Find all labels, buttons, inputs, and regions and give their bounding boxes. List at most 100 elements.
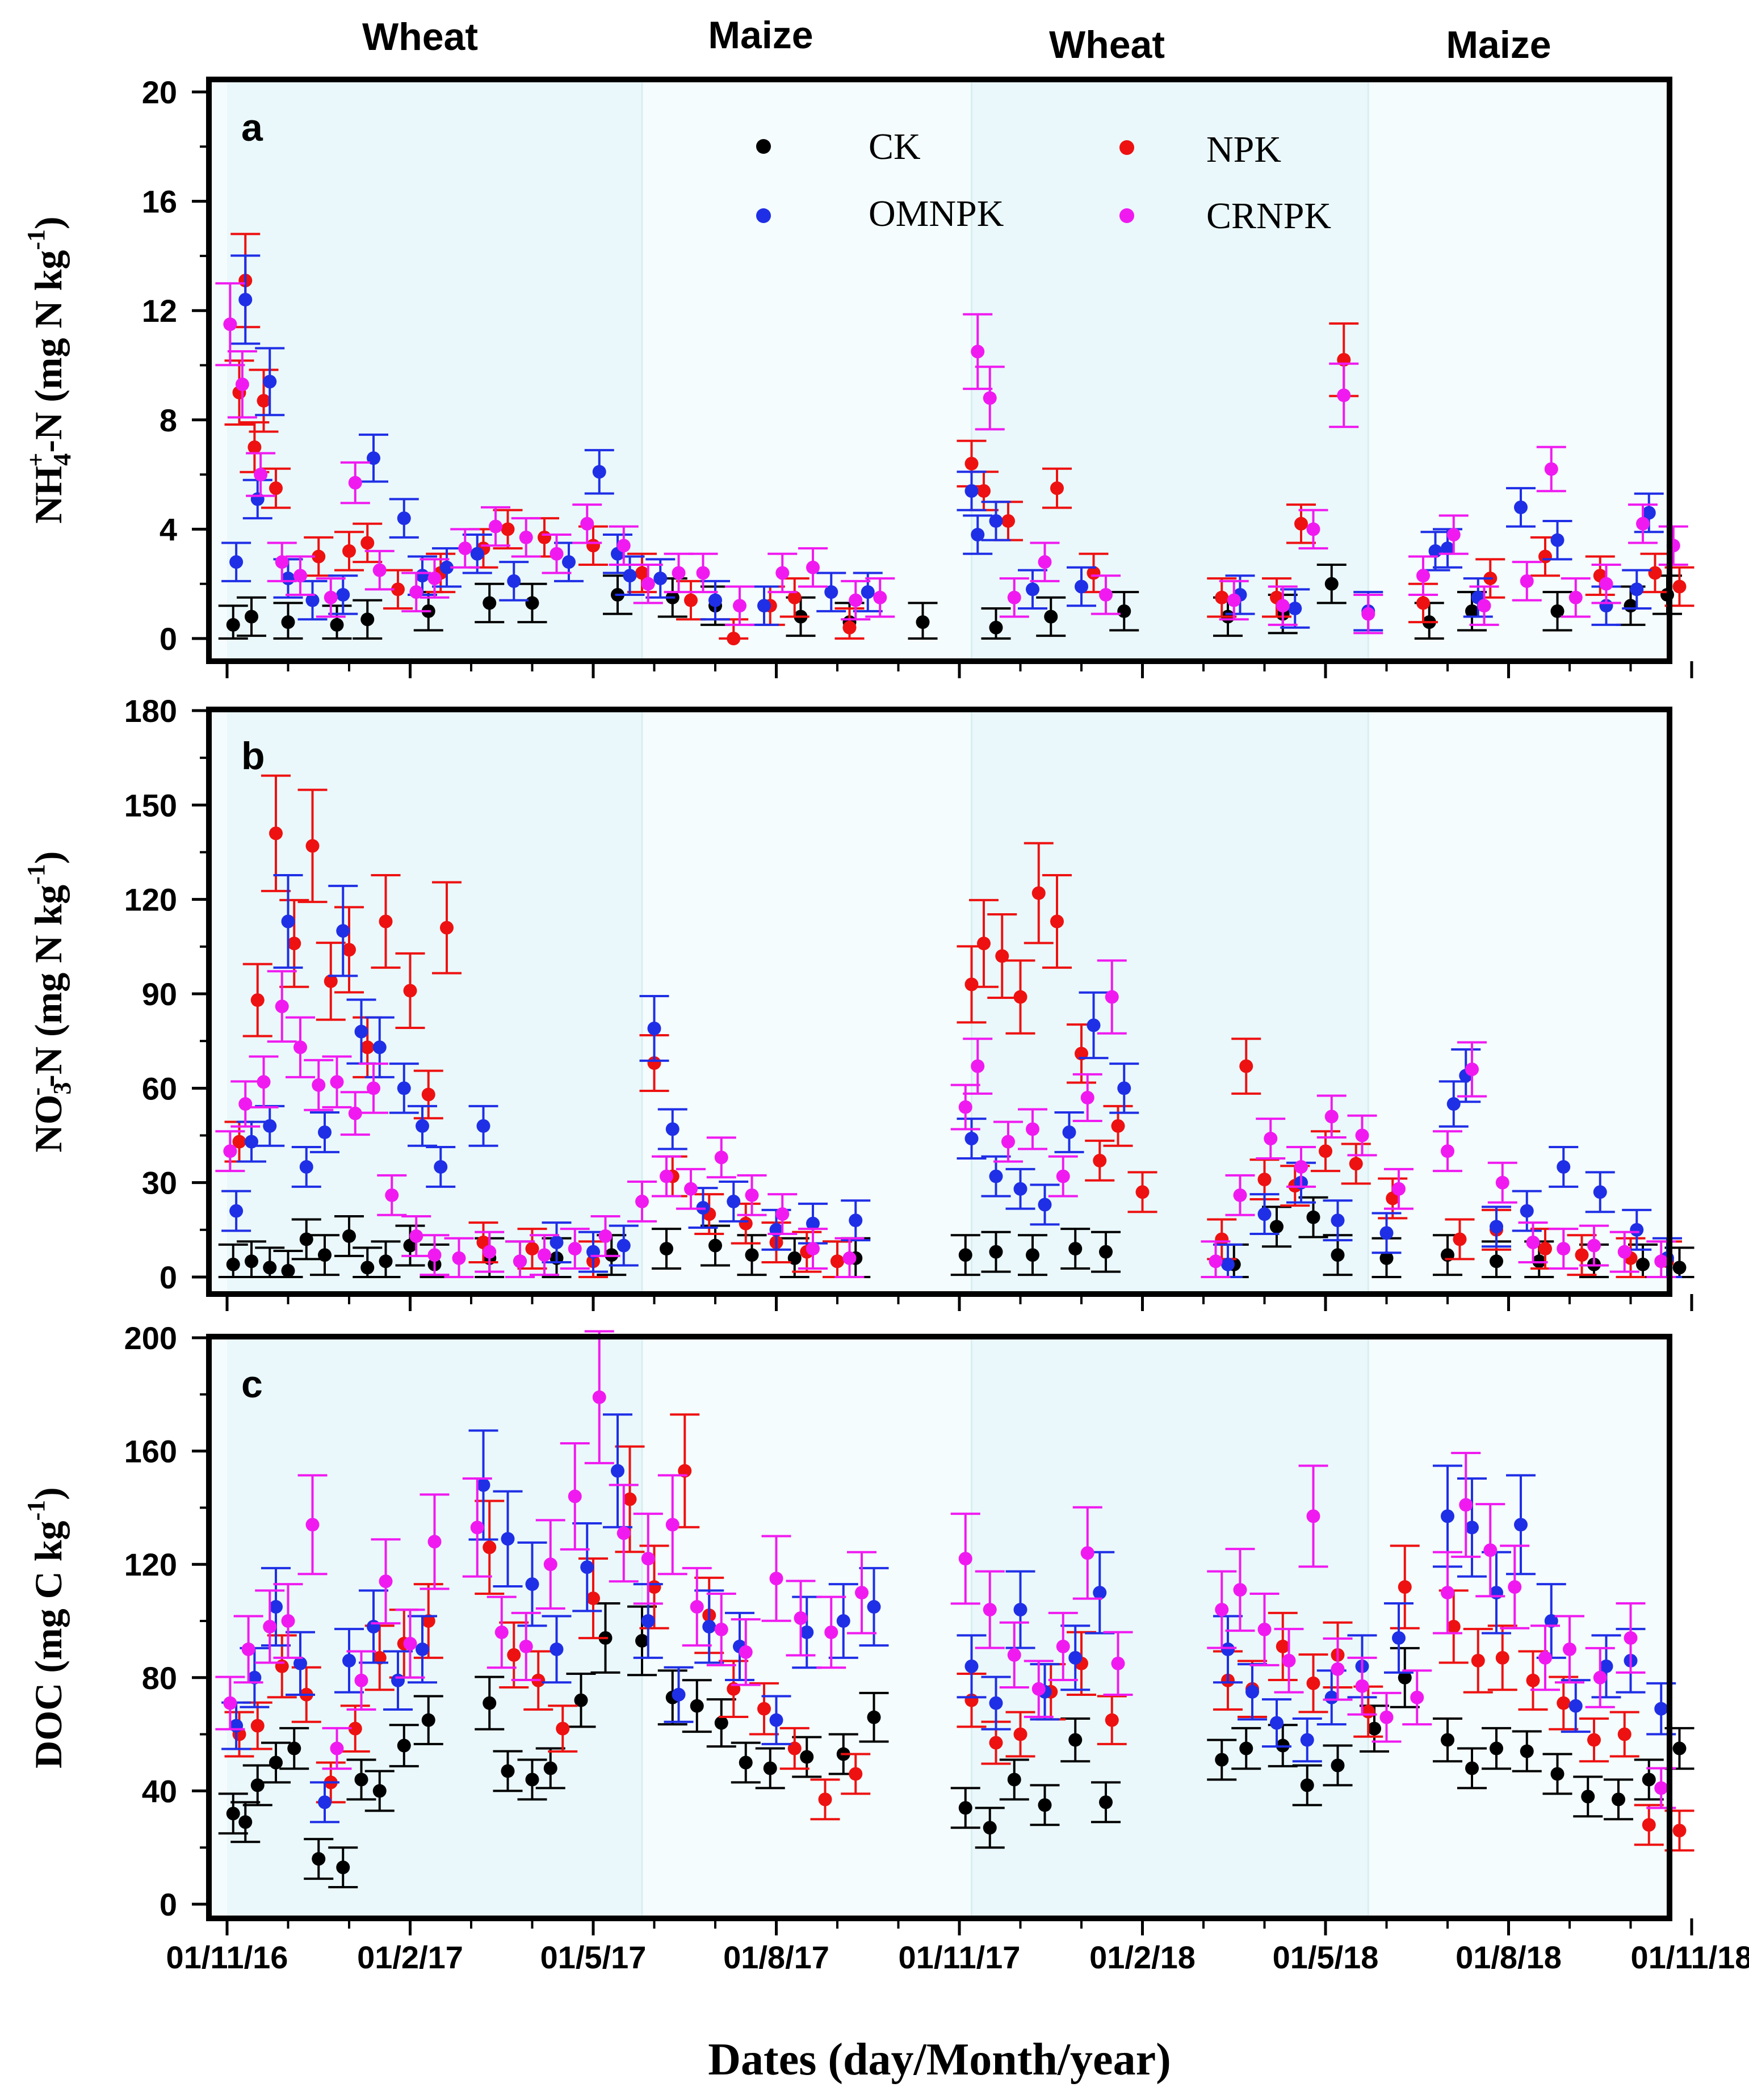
marker-omnpk (238, 292, 253, 306)
marker-omnpk (318, 1125, 332, 1139)
data-point-ck (950, 1787, 980, 1829)
x-axis-tick-labels: 01/11/16 01/2/17 01/5/17 01/8/17 01/11/17 01/… (166, 1939, 1749, 1975)
marker-npk (1538, 1242, 1552, 1256)
data-point-crnpk (1018, 1108, 1047, 1150)
marker-crnpk (580, 516, 594, 531)
data-point-npk (261, 774, 291, 892)
marker-npk (248, 440, 262, 454)
marker-crnpk (1557, 1242, 1571, 1256)
panel-b-ylabel-close: ) (27, 851, 70, 864)
marker-npk (538, 530, 551, 544)
data-point-crnpk (304, 1059, 334, 1111)
marker-crnpk (616, 539, 631, 553)
marker-crnpk (348, 1106, 362, 1120)
data-point-npk (395, 952, 425, 1030)
marker-omnpk (1630, 1223, 1644, 1237)
data-point-npk (1042, 874, 1072, 969)
data-point-npk (261, 467, 291, 509)
marker-npk (1093, 1153, 1107, 1167)
x-tick-label: 01/11/16 (166, 1939, 288, 1975)
marker-ck (867, 1710, 881, 1724)
marker-omnpk (964, 1659, 979, 1673)
marker-crnpk (238, 1097, 253, 1111)
data-point-crnpk (273, 1583, 303, 1659)
data-point-omnpk (432, 547, 462, 588)
marker-omnpk (342, 1653, 356, 1668)
panel-a-y-tick-label: 16 (142, 184, 177, 220)
panel-c-season-bands (227, 1337, 1369, 1918)
data-point-npk (1311, 1130, 1340, 1173)
marker-crnpk (1563, 1642, 1576, 1656)
marker-ck (1379, 1251, 1394, 1265)
marker-crnpk (409, 585, 423, 599)
data-point-crnpk (725, 585, 754, 626)
marker-omnpk (1550, 533, 1565, 547)
marker-crnpk (1215, 1603, 1229, 1617)
marker-omnpk (672, 1687, 686, 1702)
marker-npk (787, 590, 802, 604)
data-point-ck (413, 1695, 443, 1745)
data-point-crnpk (1024, 1660, 1054, 1719)
marker-omnpk (507, 574, 521, 588)
marker-crnpk (971, 1059, 985, 1073)
data-point-omnpk (230, 254, 261, 345)
data-point-crnpk (950, 1083, 980, 1131)
data-point-npk (1518, 1650, 1548, 1711)
marker-ck (226, 1807, 240, 1821)
data-point-npk (578, 1557, 608, 1640)
data-point-npk (1463, 1628, 1493, 1694)
marker-ck (690, 1699, 704, 1713)
data-point-npk (1268, 1611, 1298, 1681)
data-point-ck (261, 1741, 291, 1784)
panel-c-y-tick-label: 0 (160, 1887, 177, 1922)
marker-crnpk (348, 476, 362, 490)
data-point-omnpk (221, 1190, 251, 1232)
panel-c-doc: 0 40 80 120 160 200 c DOC (mg C kg-1) (22, 1320, 1695, 1935)
data-point-npk (316, 942, 346, 1021)
marker-ck (525, 596, 539, 610)
data-point-crnpk (1072, 1073, 1102, 1123)
marker-crnpk (1080, 1546, 1094, 1560)
marker-crnpk (1355, 1679, 1369, 1693)
marker-omnpk (299, 1160, 313, 1174)
x-axis-title: Dates (day/Month/year) (708, 2035, 1171, 2085)
data-point-crnpk (1316, 1094, 1347, 1139)
marker-omnpk (1038, 1198, 1052, 1212)
data-point-npk (1005, 1711, 1035, 1758)
marker-omnpk (281, 914, 295, 929)
marker-crnpk (223, 1144, 237, 1158)
data-point-npk (719, 618, 749, 645)
marker-ck (1007, 1773, 1021, 1787)
marker-npk (1294, 516, 1308, 531)
marker-ck (958, 1801, 972, 1815)
data-point-npk (1390, 1544, 1420, 1629)
data-point-omnpk (426, 1146, 456, 1188)
marker-crnpk (1056, 1169, 1070, 1183)
marker-crnpk (1599, 577, 1613, 591)
marker-ck (483, 1696, 497, 1710)
marker-npk (391, 582, 405, 597)
data-point-crnpk (737, 1174, 767, 1216)
data-point-crnpk (1512, 561, 1542, 602)
marker-omnpk (1654, 1702, 1668, 1716)
marker-crnpk (452, 1251, 466, 1265)
marker-crnpk (1276, 599, 1290, 613)
marker-ck (1672, 1741, 1687, 1755)
data-point-crnpk (609, 1484, 639, 1583)
marker-npk (1105, 1713, 1119, 1727)
data-point-ck (950, 1234, 980, 1276)
data-point-omnpk (1591, 1634, 1621, 1699)
marker-npk (1453, 1232, 1467, 1246)
data-point-crnpk (267, 541, 297, 582)
marker-omnpk (1270, 1716, 1284, 1730)
marker-crnpk (635, 1194, 649, 1208)
marker-crnpk (1593, 1670, 1607, 1685)
marker-ck (1465, 1761, 1479, 1775)
x-tick-label: 01/11/17 (899, 1939, 1021, 1975)
data-point-omnpk (291, 1146, 321, 1188)
panel-c-ylabel-exponent: -1 (22, 1500, 50, 1521)
marker-omnpk (647, 1021, 661, 1035)
marker-npk (727, 632, 741, 645)
marker-crnpk (223, 1696, 237, 1710)
marker-omnpk (397, 1081, 411, 1095)
